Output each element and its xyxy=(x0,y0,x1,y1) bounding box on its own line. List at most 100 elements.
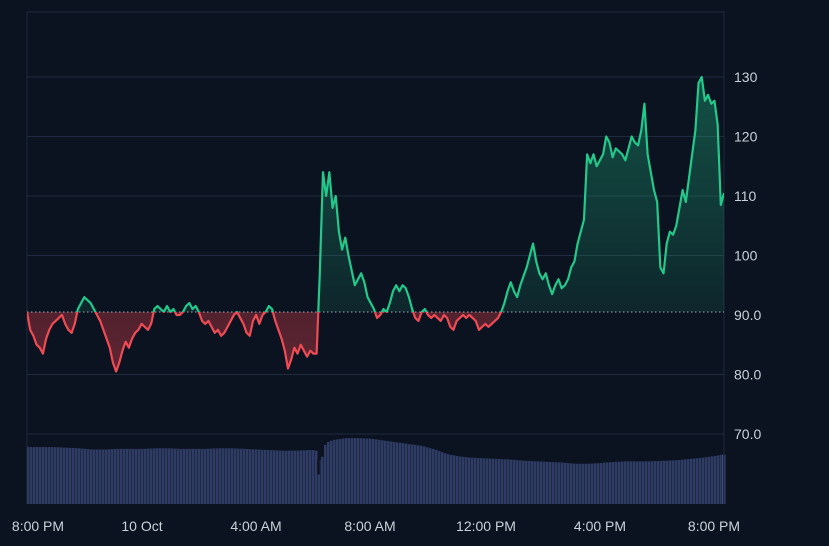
volume-bar xyxy=(693,458,696,504)
volume-bar xyxy=(660,460,663,504)
volume-bar xyxy=(468,457,471,504)
volume-bar xyxy=(126,448,129,504)
volume-bar xyxy=(393,441,396,504)
volume-bar xyxy=(534,461,537,504)
volume-bar xyxy=(501,459,504,504)
volume-bar xyxy=(117,448,120,504)
volume-bar xyxy=(681,459,684,504)
volume-bar xyxy=(60,447,63,504)
volume-bar xyxy=(33,447,36,504)
volume-bar xyxy=(678,459,681,504)
volume-bar xyxy=(495,458,498,504)
volume-bar xyxy=(291,450,294,504)
volume-bar xyxy=(519,460,522,504)
volume-bar xyxy=(546,461,549,504)
volume-bar xyxy=(327,441,330,504)
volume-bar xyxy=(273,450,276,504)
volume-bar xyxy=(567,463,570,504)
volume-bar xyxy=(219,448,222,504)
volume-bar xyxy=(669,460,672,504)
volume-bar xyxy=(456,455,459,504)
volume-bar xyxy=(243,448,246,504)
volume-bar xyxy=(711,456,714,504)
volume-bar xyxy=(93,449,96,504)
volume-bar xyxy=(603,462,606,504)
volume-bar xyxy=(120,448,123,504)
volume-bar xyxy=(144,448,147,504)
volume-bar xyxy=(39,447,42,504)
volume-bar xyxy=(270,450,273,504)
volume-bar xyxy=(132,448,135,504)
volume-bar xyxy=(90,449,93,504)
volume-bar xyxy=(129,448,132,504)
volume-bar xyxy=(543,461,546,504)
volume-bar xyxy=(582,463,585,504)
volume-bar xyxy=(192,448,195,504)
volume-bar xyxy=(591,463,594,504)
volume-bar xyxy=(705,457,708,504)
volume-bar xyxy=(255,449,258,504)
volume-bar xyxy=(321,456,324,504)
volume-bar xyxy=(246,448,249,504)
volume-bar xyxy=(690,458,693,504)
volume-bar xyxy=(300,450,303,504)
volume-bar xyxy=(360,438,363,504)
volume-bar xyxy=(225,448,228,504)
volume-bar xyxy=(540,461,543,504)
volume-bar xyxy=(51,447,54,504)
x-tick-label: 12:00 PM xyxy=(456,518,516,534)
volume-bar xyxy=(252,449,255,504)
volume-bar xyxy=(207,448,210,504)
volume-bar xyxy=(375,439,378,504)
volume-bar xyxy=(594,463,597,504)
volume-bar xyxy=(721,454,723,504)
volume-bar xyxy=(618,461,621,504)
volume-bar xyxy=(84,448,87,504)
volume-bar xyxy=(258,449,261,504)
volume-bar xyxy=(483,458,486,504)
volume-bar xyxy=(330,440,333,504)
volume-bar xyxy=(588,463,591,504)
volume-bar xyxy=(444,453,447,504)
volume-bar xyxy=(666,460,669,504)
volume-bar xyxy=(555,462,558,504)
volume-bar xyxy=(372,438,375,504)
volume-bar xyxy=(357,438,360,504)
volume-bar xyxy=(267,449,270,504)
volume-bar xyxy=(318,459,321,504)
volume-bar xyxy=(513,459,516,504)
volume-bar xyxy=(78,448,81,504)
volume-bar xyxy=(333,439,336,504)
volume-bar xyxy=(435,449,438,504)
volume-bar xyxy=(657,461,660,504)
volume-bar xyxy=(42,447,45,504)
volume-bar xyxy=(105,449,108,504)
volume-bar xyxy=(102,449,105,504)
volume-bar xyxy=(147,448,150,504)
volume-bar xyxy=(624,461,627,504)
volume-bar xyxy=(354,438,357,504)
volume-bar xyxy=(576,463,579,504)
volume-bar xyxy=(216,448,219,504)
volume-bar xyxy=(612,461,615,504)
volume-bar xyxy=(99,449,102,504)
volume-bar xyxy=(186,448,189,504)
x-tick-label: 4:00 AM xyxy=(230,518,281,534)
volume-bar xyxy=(180,448,183,504)
volume-bar xyxy=(414,444,417,504)
volume-bar xyxy=(633,461,636,504)
volume-bar xyxy=(636,461,639,504)
volume-bar xyxy=(672,460,675,504)
volume-bar xyxy=(507,459,510,504)
volume-bar xyxy=(552,462,555,504)
volume-bar xyxy=(264,449,267,504)
volume-bar xyxy=(135,448,138,504)
volume-bar xyxy=(210,448,213,504)
volume-bar xyxy=(36,447,39,504)
y-tick-label: 130 xyxy=(734,69,758,85)
volume-bar xyxy=(306,450,309,504)
volume-bar xyxy=(276,450,279,504)
volume-bar xyxy=(528,460,531,504)
volume-bar xyxy=(96,449,99,504)
